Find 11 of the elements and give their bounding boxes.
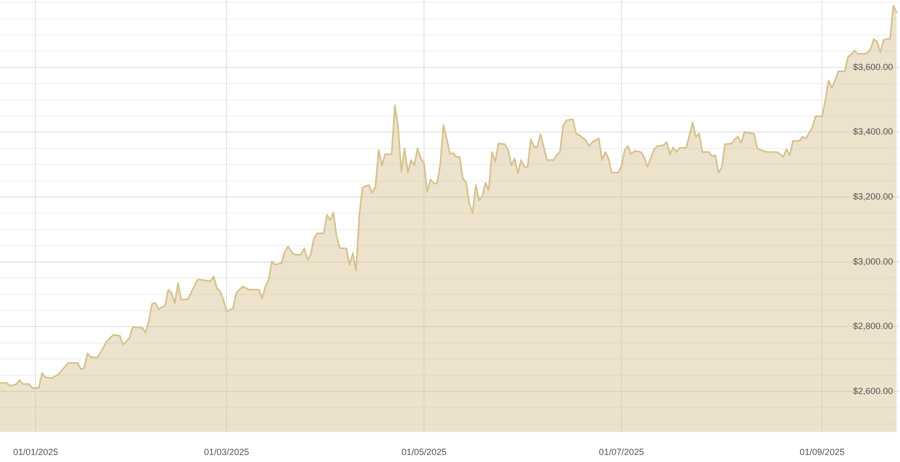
- y-tick-label: $3,400.00: [852, 126, 893, 137]
- y-tick-label: $3,200.00: [852, 192, 893, 202]
- x-tick-label: 01/03/2025: [204, 446, 250, 457]
- y-tick-label: $2,800.00: [852, 321, 893, 332]
- y-tick-label: $3,000.00: [852, 256, 893, 266]
- x-tick-label: 01/01/2025: [13, 446, 58, 457]
- y-tick-label: $3,600.00: [852, 62, 893, 72]
- x-tick-label: 01/05/2025: [401, 446, 447, 457]
- x-tick-label: 01/07/2025: [598, 446, 644, 457]
- y-tick-label: $2,600.00: [852, 386, 893, 396]
- x-tick-label: 01/09/2025: [800, 446, 845, 457]
